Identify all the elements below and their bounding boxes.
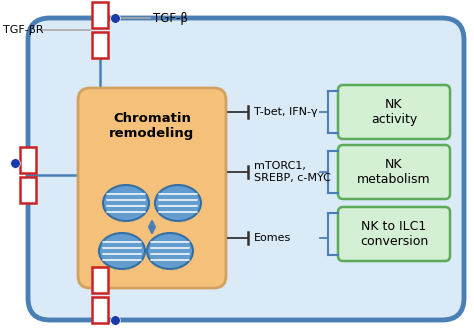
Ellipse shape	[99, 233, 145, 269]
Text: Chromatin
remodeling: Chromatin remodeling	[109, 112, 195, 140]
Text: T-bet, IFN-γ: T-bet, IFN-γ	[254, 107, 318, 117]
Bar	[92, 2, 108, 28]
Bar	[92, 297, 108, 323]
Ellipse shape	[103, 185, 149, 221]
FancyBboxPatch shape	[78, 88, 226, 288]
Text: TGF-βR: TGF-βR	[3, 25, 44, 35]
Bar	[20, 147, 36, 173]
Text: NK to ILC1
conversion: NK to ILC1 conversion	[360, 220, 428, 248]
Bar	[92, 32, 108, 58]
FancyBboxPatch shape	[338, 145, 450, 199]
Text: TGF-β: TGF-β	[153, 12, 188, 25]
Bar	[20, 177, 36, 203]
Text: NK
activity: NK activity	[371, 98, 417, 126]
FancyBboxPatch shape	[338, 85, 450, 139]
Ellipse shape	[147, 233, 193, 269]
Bar	[92, 267, 108, 293]
Text: NK
metabolism: NK metabolism	[357, 158, 431, 186]
FancyBboxPatch shape	[28, 18, 464, 320]
FancyBboxPatch shape	[338, 207, 450, 261]
Text: Eomes: Eomes	[254, 233, 291, 243]
Ellipse shape	[155, 185, 201, 221]
Text: mTORC1,
SREBP, c-MYC: mTORC1, SREBP, c-MYC	[254, 161, 331, 183]
